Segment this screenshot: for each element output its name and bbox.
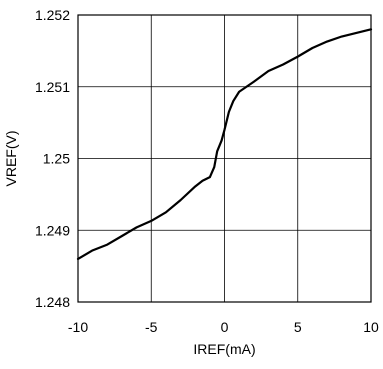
y-tick-label: 1.251 [35, 79, 70, 95]
y-tick-label: 1.249 [35, 222, 70, 238]
y-tick-label: 1.25 [43, 151, 70, 167]
x-tick-label: -10 [68, 319, 88, 335]
tick-labels: -10 -5 0 5 10 1.248 1.249 1.25 1.251 1.252 [35, 7, 379, 335]
y-axis-label: VREF(V) [3, 131, 19, 187]
y-tick-label: 1.248 [35, 294, 70, 310]
x-tick-label: 5 [294, 319, 302, 335]
x-tick-label: -5 [145, 319, 158, 335]
y-tick-label: 1.252 [35, 7, 70, 23]
x-axis-label: IREF(mA) [193, 341, 255, 357]
series-line-0 [76, 28, 373, 261]
grid-lines [78, 15, 371, 302]
series-layer [76, 28, 373, 261]
x-tick-label: 10 [363, 319, 379, 335]
x-tick-label: 0 [221, 319, 229, 335]
plot-frame [77, 14, 372, 303]
